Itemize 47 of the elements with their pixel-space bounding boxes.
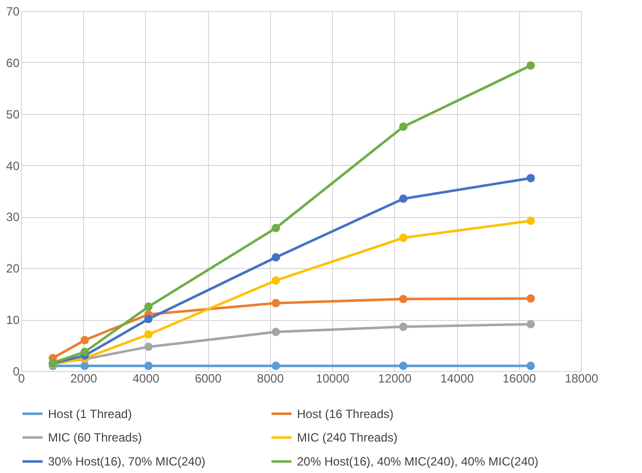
y-tick-label: 30 (6, 210, 20, 224)
point (144, 302, 153, 311)
y-tick-label: 50 (6, 107, 20, 122)
x-tick-label: 10000 (316, 372, 350, 386)
x-tick-label: 14000 (440, 372, 474, 386)
x-tick-label: 6000 (194, 372, 222, 386)
point (80, 336, 89, 344)
x-tick-label: 4000 (132, 372, 160, 386)
point (272, 276, 280, 285)
x-tick-label: 18000 (564, 372, 599, 386)
point (272, 224, 280, 232)
legend-label: 30% Host(16), 70% MIC(240) (48, 454, 206, 468)
x-tick-label: 8000 (257, 372, 284, 386)
x-tick-label: 16000 (502, 372, 536, 386)
point (399, 322, 408, 331)
point (144, 362, 153, 370)
point (399, 194, 408, 203)
point (526, 294, 535, 303)
legend-label: Host (16 Threads) (297, 406, 394, 421)
point (144, 330, 153, 339)
legend-label: MIC (240 Threads) (297, 430, 398, 444)
point (272, 253, 280, 262)
point (399, 294, 408, 304)
point (144, 314, 153, 324)
point (526, 362, 535, 370)
y-tick-label: 40 (6, 158, 20, 173)
x-tick-label: 12000 (378, 372, 412, 386)
y-tick-label: 10 (6, 313, 20, 328)
point (272, 362, 280, 370)
legend-label: Host (1 Thread) (48, 406, 132, 421)
point (272, 328, 280, 336)
y-tick-label: 60 (6, 56, 20, 70)
point (272, 298, 280, 308)
point (399, 362, 408, 370)
legend-label: 20% Host(16), 40% MIC(240), 40% MIC(240) (297, 454, 538, 468)
legend-label: MIC (60 Threads) (48, 430, 142, 444)
point (526, 61, 535, 70)
point (144, 342, 153, 352)
point (80, 348, 89, 356)
point (526, 174, 535, 182)
x-tick-label: 2000 (70, 372, 98, 386)
point (399, 234, 408, 242)
point (526, 320, 535, 328)
y-tick-label: 70 (6, 4, 20, 18)
point (399, 122, 408, 131)
point (526, 216, 535, 226)
y-tick-label: 20 (6, 262, 20, 276)
